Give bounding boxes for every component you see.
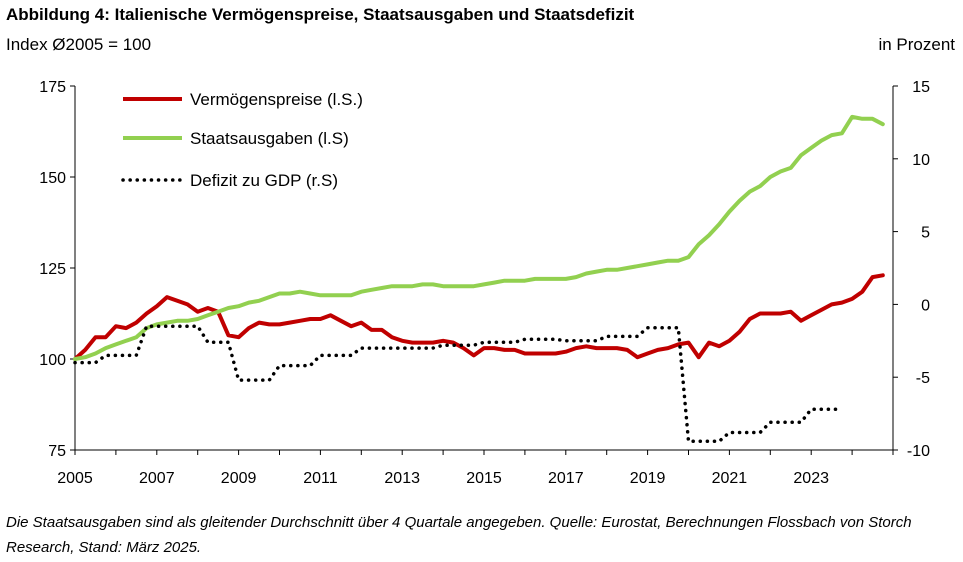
legend-label: Vermögenspreise (l.S.) xyxy=(190,90,363,109)
footnote: Die Staatsausgaben sind als gleitender D… xyxy=(6,514,912,556)
y-left-tick-label: 175 xyxy=(39,79,66,96)
legend-label: Staatsausgaben (l.S) xyxy=(190,129,349,148)
y-left-tick-label: 125 xyxy=(39,261,66,278)
y-right-tick-label: 5 xyxy=(921,225,930,242)
x-tick-label: 2009 xyxy=(221,470,257,487)
x-tick-label: 2005 xyxy=(57,470,93,487)
y-right-tick-label: -10 xyxy=(907,443,930,460)
x-tick-label: 2023 xyxy=(793,470,829,487)
x-tick-label: 2019 xyxy=(630,470,666,487)
series-line-vermoegenspreise xyxy=(73,273,885,361)
y-right-tick-label: -5 xyxy=(916,370,930,387)
series-line-defizit xyxy=(73,324,844,444)
x-tick-label: 2017 xyxy=(548,470,584,487)
right-axis-unit: in Prozent xyxy=(878,35,955,54)
y-right-tick-label: 15 xyxy=(912,79,930,96)
y-right-tick-label: 10 xyxy=(912,152,930,169)
x-tick-label: 2011 xyxy=(303,470,338,487)
y-left-tick-label: 100 xyxy=(39,352,66,369)
x-tick-label: 2021 xyxy=(712,470,748,487)
y-right-tick-label: 0 xyxy=(921,297,930,314)
y-left-tick-label: 75 xyxy=(48,443,66,460)
y-left-tick-label: 150 xyxy=(39,170,66,187)
chart-axes: 75 100 125 150 175 -10 -5 0 5 10 15 2005 2007 2009 201… xyxy=(39,79,930,487)
chart-series xyxy=(73,114,885,444)
x-tick-label: 2015 xyxy=(466,470,502,487)
left-axis-unit: Index Ø2005 = 100 xyxy=(6,35,152,54)
chart-legend: Vermögenspreise (l.S.) Staatsausgaben (l.… xyxy=(121,90,363,190)
line-chart: 75 100 125 150 175 -10 -5 0 5 10 15 2005 2007 2009 201… xyxy=(39,79,930,487)
x-tick-label: 2013 xyxy=(384,470,420,487)
chart-title: Abbildung 4: Italienische Vermögenspreis… xyxy=(6,5,635,24)
x-tick-label: 2007 xyxy=(139,470,175,487)
legend-label: Defizit zu GDP (r.S) xyxy=(190,171,338,190)
series-line-staatsausgaben xyxy=(73,114,885,361)
